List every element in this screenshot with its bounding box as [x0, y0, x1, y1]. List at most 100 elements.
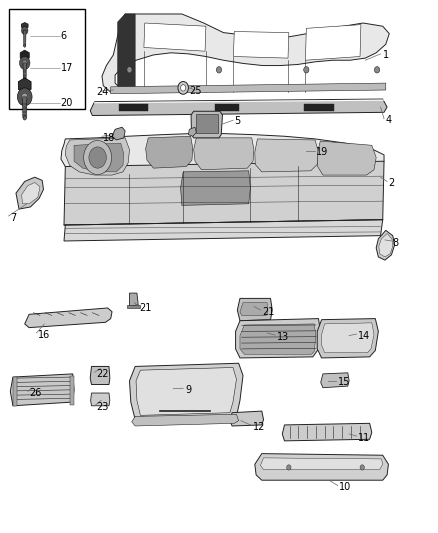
Text: 6: 6: [60, 31, 67, 42]
Polygon shape: [127, 305, 141, 308]
Polygon shape: [240, 324, 316, 354]
Text: 7: 7: [11, 213, 17, 223]
Polygon shape: [317, 319, 378, 358]
Polygon shape: [64, 220, 383, 241]
Circle shape: [19, 56, 30, 69]
Circle shape: [18, 88, 32, 106]
Bar: [215, 104, 239, 111]
Text: 1: 1: [383, 50, 389, 60]
Text: 2: 2: [389, 177, 395, 188]
Circle shape: [360, 465, 364, 470]
Circle shape: [287, 465, 291, 470]
Polygon shape: [21, 182, 40, 204]
Polygon shape: [379, 233, 393, 257]
Text: 9: 9: [185, 385, 191, 395]
Polygon shape: [233, 31, 289, 58]
Polygon shape: [11, 374, 74, 406]
Circle shape: [127, 67, 132, 73]
Polygon shape: [317, 141, 376, 175]
Text: 4: 4: [386, 115, 392, 125]
Polygon shape: [180, 171, 251, 205]
Polygon shape: [111, 83, 386, 94]
Polygon shape: [74, 143, 124, 172]
Circle shape: [84, 141, 112, 174]
Circle shape: [304, 67, 309, 73]
Polygon shape: [230, 411, 264, 426]
Text: 16: 16: [38, 329, 50, 340]
Polygon shape: [191, 111, 223, 138]
Text: 17: 17: [60, 63, 73, 73]
Polygon shape: [132, 414, 239, 426]
Polygon shape: [102, 14, 389, 92]
Polygon shape: [236, 319, 320, 358]
Polygon shape: [18, 78, 31, 93]
Polygon shape: [112, 127, 125, 140]
Polygon shape: [130, 364, 243, 419]
Bar: [9, 9, 85, 109]
Text: 14: 14: [358, 330, 370, 341]
Text: 24: 24: [96, 87, 108, 97]
Polygon shape: [146, 136, 193, 168]
Polygon shape: [136, 368, 237, 415]
Polygon shape: [144, 23, 206, 51]
Polygon shape: [23, 63, 26, 80]
Polygon shape: [188, 127, 196, 136]
Text: 26: 26: [29, 388, 42, 398]
Polygon shape: [90, 99, 387, 116]
Polygon shape: [237, 298, 272, 321]
Polygon shape: [91, 393, 110, 406]
Polygon shape: [130, 293, 138, 306]
Polygon shape: [90, 367, 110, 384]
Circle shape: [21, 93, 28, 101]
Bar: [70, 376, 74, 405]
Text: 25: 25: [189, 86, 202, 96]
Polygon shape: [61, 134, 384, 181]
Text: 12: 12: [253, 422, 265, 432]
Polygon shape: [305, 25, 361, 60]
Polygon shape: [22, 97, 27, 118]
Text: 10: 10: [339, 482, 351, 492]
Polygon shape: [64, 161, 384, 225]
Polygon shape: [23, 30, 26, 46]
Text: 5: 5: [234, 116, 240, 126]
Circle shape: [89, 147, 106, 168]
Bar: [304, 104, 334, 111]
Circle shape: [374, 67, 380, 73]
Bar: [119, 104, 148, 111]
Polygon shape: [321, 373, 349, 387]
Polygon shape: [20, 50, 29, 61]
Polygon shape: [376, 230, 395, 260]
Text: 15: 15: [338, 377, 350, 387]
Circle shape: [24, 45, 26, 47]
Text: 22: 22: [96, 369, 108, 379]
Polygon shape: [283, 423, 372, 441]
Text: 21: 21: [140, 303, 152, 313]
Polygon shape: [65, 138, 130, 175]
Circle shape: [21, 27, 28, 35]
Polygon shape: [240, 303, 268, 316]
Circle shape: [23, 78, 26, 82]
Circle shape: [216, 67, 222, 73]
Circle shape: [23, 116, 26, 120]
Text: 19: 19: [316, 147, 328, 157]
Polygon shape: [25, 308, 112, 328]
Polygon shape: [21, 22, 28, 29]
Bar: [13, 377, 17, 406]
Text: 21: 21: [262, 306, 274, 317]
Text: 13: 13: [277, 332, 289, 342]
Circle shape: [22, 60, 27, 66]
Text: 18: 18: [103, 133, 116, 143]
Text: 20: 20: [60, 98, 73, 108]
Text: 11: 11: [358, 433, 370, 443]
Polygon shape: [196, 115, 218, 133]
Text: 8: 8: [393, 238, 399, 247]
Text: 23: 23: [96, 402, 108, 413]
Circle shape: [180, 85, 186, 91]
Circle shape: [178, 82, 188, 94]
Polygon shape: [255, 454, 389, 480]
Polygon shape: [16, 177, 43, 209]
Polygon shape: [321, 323, 374, 353]
Polygon shape: [194, 138, 254, 169]
Polygon shape: [261, 458, 383, 470]
Polygon shape: [118, 14, 135, 92]
